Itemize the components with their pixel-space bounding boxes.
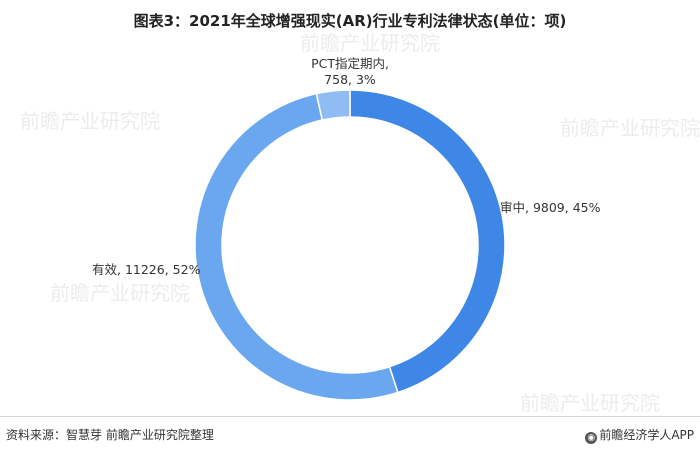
- donut-slice-2: [315, 89, 351, 121]
- footer: 资料来源：智慧芽 前瞻产业研究院整理 ◉ 前瞻经济学人APP: [0, 416, 700, 449]
- slice-label-pct: PCT指定期内, 758, 3%: [255, 56, 445, 88]
- brand-text: 前瞻经济学人APP: [599, 428, 694, 442]
- donut-slice-0: [349, 89, 506, 394]
- source-note: 资料来源：智慧芽 前瞻产业研究院整理: [6, 428, 214, 442]
- slice-label-pct-line1: PCT指定期内,: [311, 56, 389, 71]
- slice-label-you: 有效, 11226, 52%: [92, 262, 201, 277]
- donut-slice-1: [194, 92, 399, 401]
- chart-title: 图表3：2021年全球增强现实(AR)行业专利法律状态(单位：项): [133, 12, 567, 30]
- slice-label-shen: 审中, 9809, 45%: [500, 200, 601, 215]
- brand-logo-icon: ◉: [585, 432, 598, 444]
- slice-label-pct-line2: 758, 3%: [324, 72, 376, 87]
- brand-credit: ◉ 前瞻经济学人APP: [585, 426, 694, 444]
